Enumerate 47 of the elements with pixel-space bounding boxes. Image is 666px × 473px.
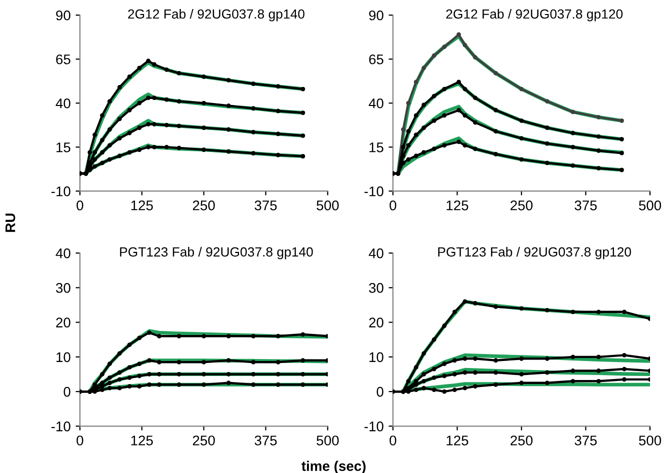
y-tick-label: -10 (364, 186, 384, 196)
y-tick-label: 10 (56, 352, 70, 362)
y-tick-label: 40 (368, 98, 384, 108)
x-tick-label: 375 (574, 200, 597, 210)
chart-title: 2G12 Fab / 92UG037.8 gp120 (446, 8, 623, 22)
x-tick-label: 375 (254, 436, 277, 446)
x-tick-label: 500 (638, 200, 662, 210)
x-tick-label: 500 (316, 200, 339, 210)
x-tick-label: 0 (390, 436, 396, 446)
y-tick-label: 15 (370, 142, 384, 152)
x-tick-label: 125 (131, 436, 153, 446)
y-tick-label: 65 (369, 54, 384, 64)
x-tick-label: 250 (192, 200, 215, 210)
x-tick-label: 0 (76, 436, 84, 446)
y-tick-label: 30 (368, 283, 384, 293)
y-tick-label: -10 (364, 422, 384, 432)
y-tick-label: -10 (51, 422, 70, 432)
y-tick-label: 40 (56, 248, 70, 258)
y-tick-label: 65 (56, 54, 70, 64)
y-tick-label: 0 (64, 386, 70, 397)
x-tick-label: 500 (316, 436, 339, 446)
y-tick-label: 10 (370, 352, 384, 362)
chart-title: PGT123 Fab / 92UG037.8 gp120 (438, 246, 632, 260)
x-tick-label: 125 (131, 200, 153, 210)
y-tick-label: 20 (56, 318, 70, 328)
x-tick-label: 0 (390, 200, 396, 210)
y-tick-label: 40 (56, 98, 70, 108)
y-tick-label: 30 (56, 283, 70, 293)
chart-title: PGT123 Fab / 92UG037.8 gp140 (120, 246, 313, 260)
chart-title: 2G12 Fab / 92UG037.8 gp140 (128, 8, 304, 22)
y-tick-label: 90 (369, 10, 384, 20)
x-tick-label: 375 (254, 200, 277, 210)
x-tick-label: 250 (510, 436, 533, 446)
y-tick-label: 15 (56, 142, 70, 152)
x-tick-label: 125 (446, 436, 468, 446)
y-tick-label: 20 (369, 318, 384, 328)
y-axis-title: RU (6, 214, 16, 232)
x-tick-label: 375 (574, 436, 597, 446)
x-tick-label: 500 (638, 436, 662, 446)
y-tick-label: 40 (368, 248, 384, 258)
y-tick-label: 90 (56, 10, 70, 20)
x-tick-label: 250 (192, 436, 215, 446)
x-tick-label: 250 (510, 200, 533, 210)
y-tick-label: -10 (51, 186, 70, 196)
x-tick-label: 125 (446, 200, 468, 210)
y-tick-label: 0 (376, 386, 384, 397)
x-tick-label: 0 (76, 200, 84, 210)
